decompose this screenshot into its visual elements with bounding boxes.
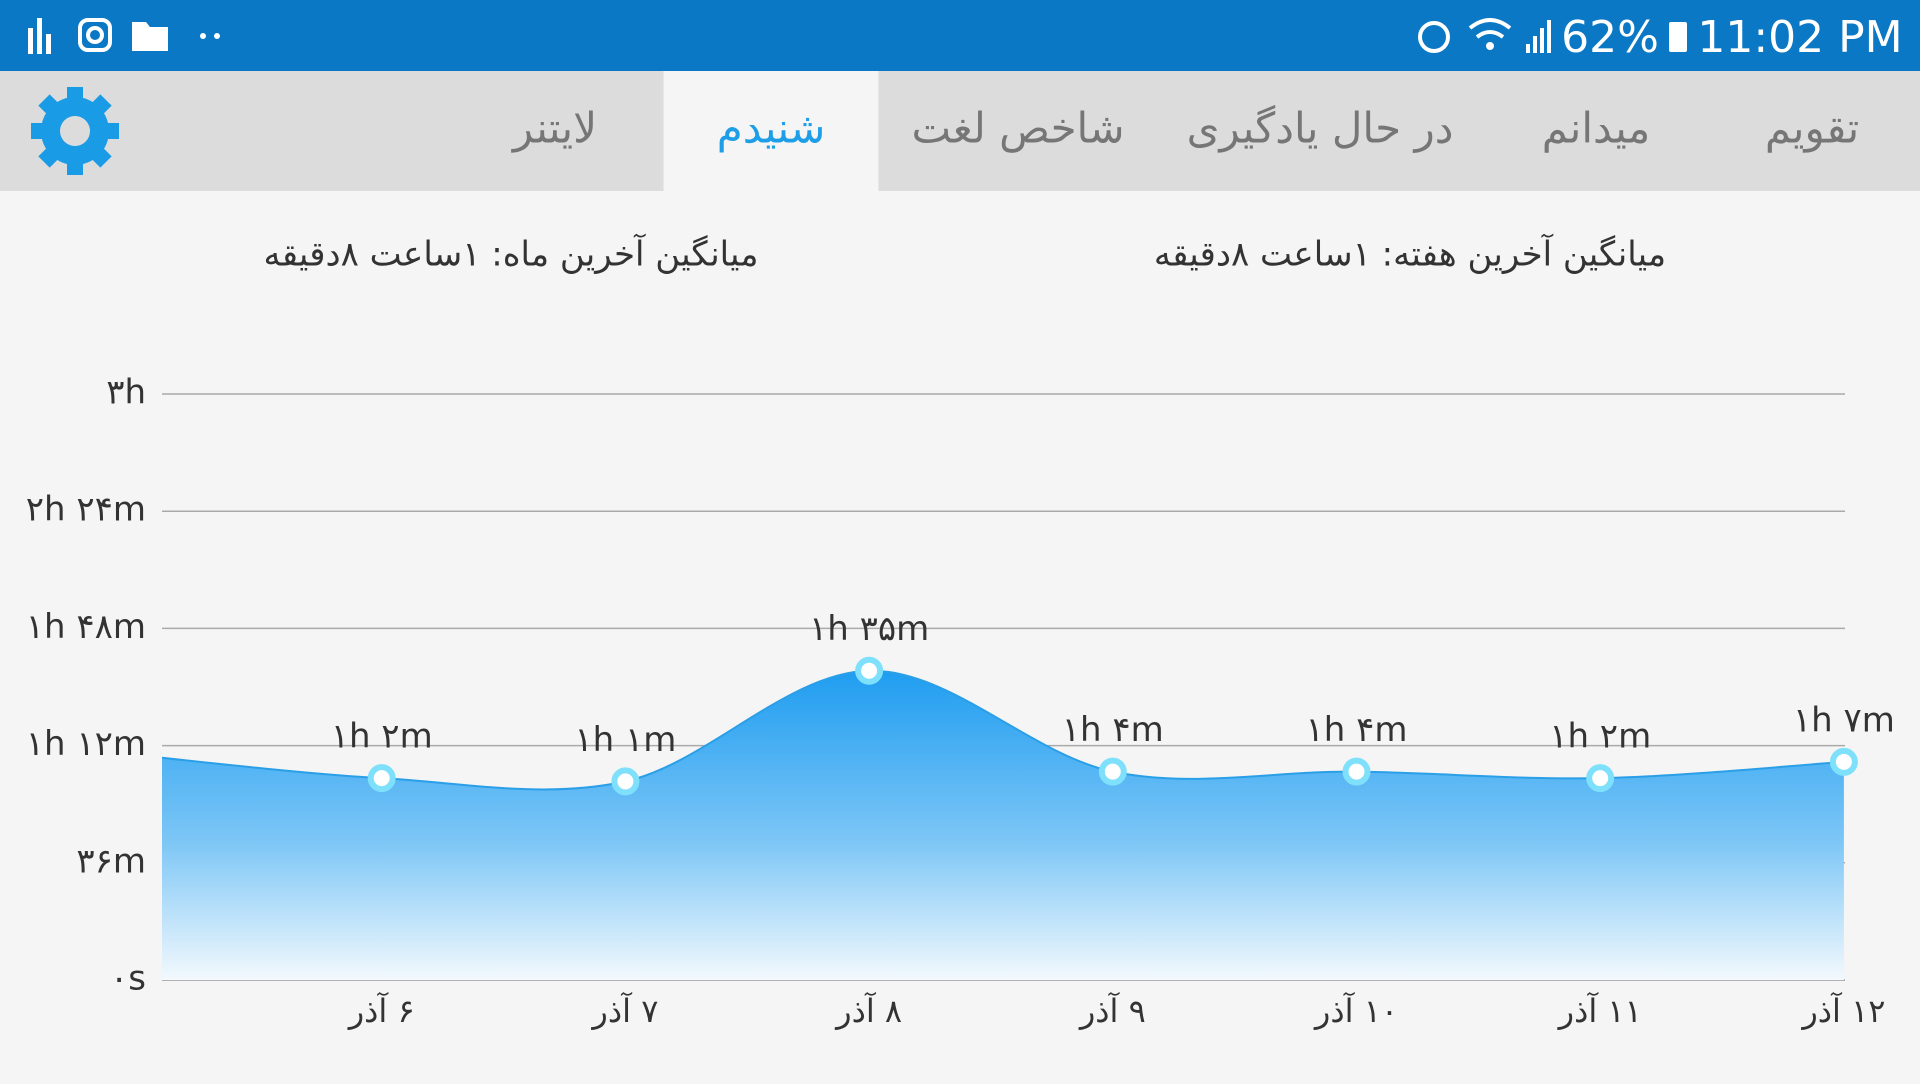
x-tick-label: ۱۲ آذر xyxy=(1800,991,1885,1030)
battery-level: 62% xyxy=(1561,12,1659,63)
point xyxy=(367,764,396,793)
y-tick-label: ۲h ۲۴m xyxy=(26,490,146,530)
point xyxy=(1829,747,1858,776)
month-average: میانگین آخرین ماه: ۱ساعت ۸دقیقه xyxy=(264,234,759,275)
point xyxy=(1098,757,1127,786)
point xyxy=(611,767,640,796)
y-tick-label: ۰s xyxy=(110,959,146,999)
x-tick-label: ۶ آذر xyxy=(347,991,415,1030)
x-tick-label: ۹ آذر xyxy=(1078,991,1146,1030)
x-tick-label: ۷ آذر xyxy=(590,991,658,1030)
value-label: ۱h ۱m xyxy=(574,720,676,760)
y-tick-label: ۳h xyxy=(106,373,146,413)
tab[interactable]: تقویم xyxy=(1765,104,1859,154)
value-label: ۱h ۳۵m xyxy=(809,609,929,649)
tab-bar xyxy=(0,71,1920,191)
plot-area xyxy=(162,669,1844,980)
point xyxy=(1342,757,1371,786)
clock: 11:02 PM xyxy=(1697,12,1902,63)
value-label: ۱h ۴m xyxy=(1062,710,1164,750)
y-tick-label: ۳۶m xyxy=(76,841,146,881)
area xyxy=(162,670,1844,980)
settings-button[interactable] xyxy=(31,87,119,175)
status-icons xyxy=(28,18,1687,54)
status-bar xyxy=(0,0,1920,71)
value-label: ۱h ۷m xyxy=(1793,700,1895,740)
y-tick-label: ۱h ۴۸m xyxy=(26,607,146,647)
x-tick-label: ۱۰ آذر xyxy=(1313,991,1398,1030)
y-tick-label: ۱h ۱۲m xyxy=(26,724,146,764)
tab-selected-bg xyxy=(663,71,879,191)
line xyxy=(162,669,1844,791)
x-tick-label: ۸ آذر xyxy=(834,991,902,1030)
tab[interactable]: شاخص لغت xyxy=(911,104,1124,153)
value-label: ۱h ۴m xyxy=(1306,710,1408,750)
tab[interactable]: میدانم xyxy=(1542,104,1651,154)
value-label: ۱h ۲m xyxy=(331,717,433,757)
tab[interactable]: شنیدم xyxy=(717,104,826,153)
week-average: میانگین آخرین هفته: ۱ساعت ۸دقیقه xyxy=(1154,234,1666,275)
tab[interactable]: لایتنر xyxy=(511,104,597,153)
point xyxy=(855,656,884,685)
value-label: ۱h ۲m xyxy=(1549,717,1651,757)
x-tick-label: ۱۱ آذر xyxy=(1557,991,1642,1030)
point xyxy=(1586,764,1615,793)
tab[interactable]: در حال یادگیری xyxy=(1187,104,1454,153)
